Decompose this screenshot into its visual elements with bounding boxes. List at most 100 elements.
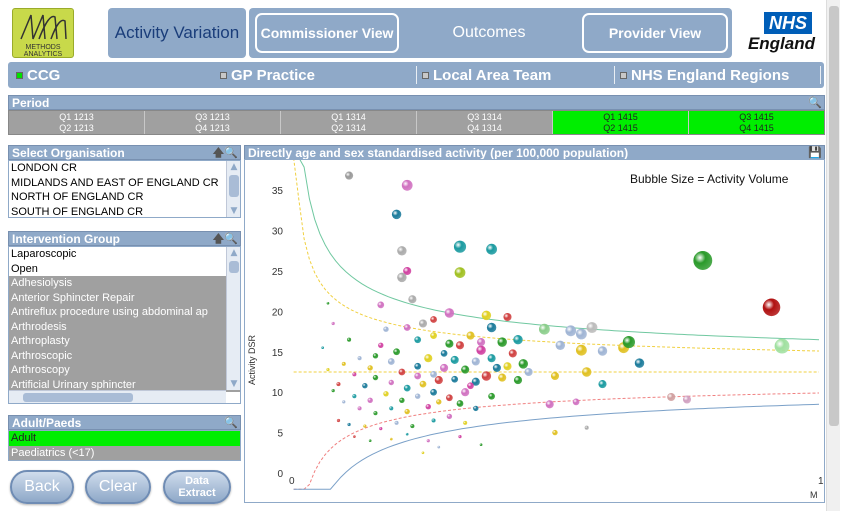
bubble-point[interactable] bbox=[431, 418, 436, 423]
checkbox-icon[interactable] bbox=[422, 71, 429, 79]
list-item[interactable]: Artificial Urinary sphincter bbox=[9, 377, 240, 392]
bubble-point[interactable] bbox=[321, 346, 325, 350]
bubble-point[interactable] bbox=[451, 375, 459, 383]
sort-up-icon[interactable]: 🡅 bbox=[212, 147, 224, 159]
bubble-point[interactable] bbox=[336, 382, 341, 387]
bubble-point[interactable] bbox=[367, 365, 373, 371]
bubble-point[interactable] bbox=[342, 400, 346, 404]
bubble-point[interactable] bbox=[430, 332, 437, 339]
list-item[interactable]: Adult bbox=[9, 431, 240, 446]
sort-up-icon[interactable]: 🡅 bbox=[212, 233, 224, 245]
bubble-point[interactable] bbox=[598, 380, 607, 389]
bubble-point[interactable] bbox=[572, 398, 580, 406]
bubble-point[interactable] bbox=[393, 348, 400, 356]
bubble-point[interactable] bbox=[331, 321, 335, 326]
period-cell[interactable]: Q1 1213 Q2 1213 bbox=[9, 111, 145, 134]
bubble-point[interactable] bbox=[372, 374, 379, 381]
period-cell[interactable]: Q3 1213 Q4 1213 bbox=[145, 111, 281, 134]
bubble-point[interactable] bbox=[584, 425, 589, 430]
clear-button[interactable]: Clear bbox=[85, 470, 151, 504]
bubble-point[interactable] bbox=[387, 358, 395, 365]
bubble-point[interactable] bbox=[353, 435, 356, 438]
bubble-point[interactable] bbox=[456, 400, 464, 407]
bubble-point[interactable] bbox=[597, 346, 608, 356]
methods-analytics-logo[interactable]: METHODS ANALYTICS bbox=[12, 8, 74, 58]
bubble-point[interactable] bbox=[487, 354, 496, 363]
export-icon[interactable]: 💾 bbox=[808, 147, 822, 159]
bubble-point[interactable] bbox=[450, 355, 459, 364]
bubble-point[interactable] bbox=[454, 267, 466, 278]
bubble-point[interactable] bbox=[326, 367, 330, 372]
bubble-point[interactable] bbox=[446, 394, 453, 402]
bubble-point[interactable] bbox=[481, 371, 492, 381]
list-item[interactable]: Open bbox=[11, 262, 38, 275]
bubble-point[interactable] bbox=[331, 388, 335, 393]
bubble-point[interactable] bbox=[403, 266, 412, 276]
bubble-point[interactable] bbox=[440, 350, 448, 357]
bubble-point[interactable] bbox=[445, 339, 454, 348]
bubble-point[interactable] bbox=[488, 392, 495, 400]
bubble-point[interactable] bbox=[418, 319, 428, 328]
bubble-point[interactable] bbox=[693, 251, 713, 270]
bubble-point[interactable] bbox=[383, 326, 389, 332]
outcomes-tab[interactable]: Outcomes bbox=[452, 24, 526, 41]
bubble-point[interactable] bbox=[408, 295, 417, 304]
bubble-point[interactable] bbox=[455, 341, 465, 350]
bubble-point[interactable] bbox=[326, 301, 330, 305]
bubble-point[interactable] bbox=[430, 388, 437, 396]
bubble-point[interactable] bbox=[404, 408, 410, 415]
level-ccg[interactable]: CCG bbox=[16, 62, 60, 88]
bubble-point[interactable] bbox=[415, 393, 421, 399]
bubble-point[interactable] bbox=[444, 308, 455, 318]
bubble-point[interactable] bbox=[357, 406, 362, 411]
commissioner-view-button[interactable]: Commissioner View bbox=[255, 13, 399, 53]
page-scrollbar[interactable] bbox=[826, 0, 840, 511]
bubble-point[interactable] bbox=[363, 424, 367, 428]
bubble-point[interactable] bbox=[513, 376, 523, 385]
period-cell-selected[interactable]: Q3 1415 Q4 1415 bbox=[689, 111, 824, 134]
bubble-point[interactable] bbox=[345, 171, 354, 180]
scroll-up-icon[interactable]: ▲ bbox=[230, 248, 238, 258]
bubble-point[interactable] bbox=[336, 418, 341, 423]
bubble-point[interactable] bbox=[379, 426, 383, 431]
list-item[interactable]: Adhesiolysis bbox=[9, 276, 240, 291]
list-item[interactable]: Antireflux procedure using abdominal ap bbox=[9, 305, 240, 320]
bubble-point[interactable] bbox=[403, 384, 411, 392]
intervention-hscrollbar[interactable] bbox=[9, 390, 226, 403]
bubble-point[interactable] bbox=[397, 272, 407, 283]
bubble-point[interactable] bbox=[341, 361, 346, 366]
list-item[interactable]: Arthroscopy bbox=[9, 363, 240, 378]
bubble-point[interactable] bbox=[479, 443, 483, 447]
scroll-up-icon[interactable]: ▲ bbox=[230, 162, 238, 172]
bubble-point[interactable] bbox=[774, 338, 790, 354]
scroll-thumb[interactable] bbox=[23, 393, 133, 402]
bubble-point[interactable] bbox=[403, 324, 411, 331]
bubble-point[interactable] bbox=[347, 422, 351, 427]
search-icon[interactable]: 🔍 bbox=[224, 233, 238, 245]
list-item[interactable]: LONDON CR bbox=[11, 162, 78, 174]
bubble-point[interactable] bbox=[414, 362, 422, 370]
bubble-point[interactable] bbox=[437, 445, 441, 449]
bubble-chart[interactable]: Bubble Size = Activity Volume Activity D… bbox=[245, 157, 824, 502]
back-button[interactable]: Back bbox=[10, 470, 74, 504]
bubble-point[interactable] bbox=[410, 424, 415, 429]
bubble-point[interactable] bbox=[552, 429, 558, 436]
bubble-point[interactable] bbox=[352, 394, 357, 399]
list-item[interactable]: MIDLANDS AND EAST OF ENGLAND CR bbox=[11, 176, 219, 189]
bubble-point[interactable] bbox=[461, 388, 470, 397]
scroll-thumb[interactable] bbox=[229, 175, 239, 197]
bubble-point[interactable] bbox=[430, 371, 437, 378]
bubble-point[interactable] bbox=[586, 322, 598, 333]
bubble-point[interactable] bbox=[486, 322, 497, 333]
bubble-point[interactable] bbox=[362, 383, 368, 389]
bubble-point[interactable] bbox=[425, 404, 431, 410]
bubble-point[interactable] bbox=[550, 371, 560, 381]
bubble-point[interactable] bbox=[357, 356, 362, 361]
bubble-point[interactable] bbox=[458, 434, 462, 439]
bubble-point[interactable] bbox=[394, 420, 399, 425]
bubble-point[interactable] bbox=[622, 336, 635, 349]
list-item[interactable]: Anterior Sphincter Repair bbox=[9, 290, 240, 305]
list-item[interactable]: Arthroscopic bbox=[9, 348, 240, 363]
level-nhs-england-regions[interactable]: NHS England Regions bbox=[620, 62, 789, 88]
bubble-point[interactable] bbox=[667, 392, 676, 402]
